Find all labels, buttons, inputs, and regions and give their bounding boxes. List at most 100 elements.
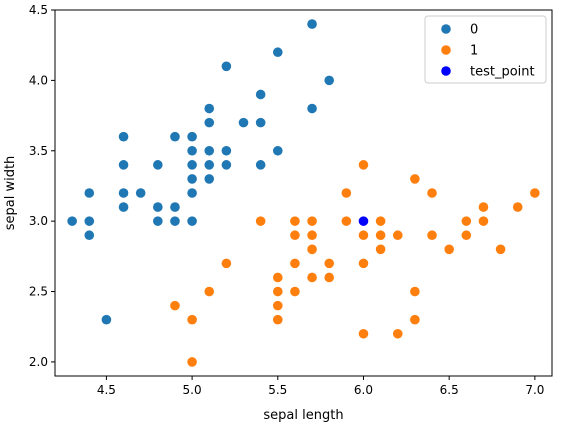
data-point (118, 188, 129, 198)
data-point (307, 272, 317, 283)
data-point (341, 188, 352, 198)
data-point (272, 314, 283, 325)
data-point (530, 188, 540, 198)
legend-label: test_point (470, 65, 535, 80)
data-point (84, 188, 95, 198)
y-tick-label: 3.5 (29, 144, 48, 158)
data-point (204, 145, 215, 156)
data-point (290, 286, 300, 297)
data-point (187, 357, 197, 367)
data-point (67, 216, 77, 226)
data-point (221, 61, 232, 72)
data-point (272, 286, 283, 297)
x-tick-label: 4.5 (97, 383, 116, 397)
data-point (187, 160, 197, 170)
data-point (170, 300, 180, 311)
data-point (324, 75, 335, 86)
data-point (375, 244, 386, 255)
x-tick-label: 5.0 (183, 383, 202, 397)
data-point (341, 216, 352, 226)
data-point (375, 230, 386, 241)
data-point (84, 230, 95, 241)
data-point (358, 230, 369, 241)
data-point (118, 160, 129, 170)
y-tick-label: 3.0 (29, 214, 48, 228)
data-point (392, 328, 403, 339)
series-test-point (358, 216, 369, 226)
data-point (272, 47, 283, 58)
y-tick-label: 2.5 (29, 285, 48, 299)
data-point (410, 314, 420, 325)
x-tick-label: 7.0 (525, 383, 544, 397)
legend-label: 1 (470, 44, 478, 59)
data-point (307, 103, 317, 114)
data-point (135, 188, 146, 198)
data-point (495, 244, 506, 255)
data-point (358, 216, 369, 226)
data-point (153, 216, 163, 226)
legend-marker (441, 66, 451, 76)
y-tick-label: 4.0 (29, 73, 48, 87)
data-point (478, 216, 489, 226)
data-point (238, 117, 249, 128)
data-point (204, 174, 215, 184)
data-point (272, 145, 283, 156)
data-point (392, 230, 403, 241)
data-point (187, 314, 197, 325)
data-point (118, 131, 129, 142)
data-point (187, 145, 197, 156)
data-point (307, 19, 317, 29)
data-point (324, 272, 335, 283)
data-point (170, 216, 180, 226)
data-point (187, 188, 197, 198)
data-point (410, 286, 420, 297)
x-axis-ticks: 4.5 5.0 5.5 6.0 6.5 7.0 (97, 376, 544, 397)
data-point (204, 160, 215, 170)
data-point (444, 244, 454, 255)
legend-marker (441, 24, 451, 34)
data-point (204, 103, 215, 114)
data-point (187, 131, 197, 142)
data-point (307, 244, 317, 255)
y-tick-label: 4.5 (29, 3, 48, 17)
data-point (153, 202, 163, 212)
data-point (478, 202, 489, 212)
data-point (290, 258, 300, 269)
data-point (272, 300, 283, 311)
data-points (67, 19, 540, 367)
x-tick-label: 6.5 (440, 383, 459, 397)
data-point (272, 272, 283, 283)
plot-frame (54, 9, 553, 377)
data-point (255, 117, 266, 128)
data-point (307, 216, 317, 226)
x-tick-label: 6.0 (354, 383, 373, 397)
legend-label: 0 (470, 23, 478, 38)
data-point (410, 174, 420, 184)
data-point (204, 286, 215, 297)
legend-marker (441, 45, 451, 55)
data-point (255, 160, 266, 170)
data-point (375, 216, 386, 226)
data-point (84, 216, 95, 226)
data-point (358, 160, 369, 170)
data-point (187, 216, 197, 226)
data-point (358, 328, 369, 339)
data-point (170, 202, 180, 212)
data-point (153, 160, 163, 170)
y-tick-label: 2.0 (29, 355, 48, 369)
data-point (461, 216, 472, 226)
y-axis-label: sepal width (3, 156, 18, 231)
data-point (255, 216, 266, 226)
data-point (324, 258, 335, 269)
y-axis-ticks: 2.0 2.5 3.0 3.5 4.0 4.5 (29, 3, 55, 369)
data-point (221, 160, 232, 170)
data-point (290, 216, 300, 226)
series-1 (170, 160, 540, 367)
data-point (170, 131, 180, 142)
data-point (221, 145, 232, 156)
x-axis-label: sepal length (263, 408, 343, 423)
series-0 (67, 19, 335, 325)
data-point (204, 117, 215, 128)
data-point (307, 230, 317, 241)
